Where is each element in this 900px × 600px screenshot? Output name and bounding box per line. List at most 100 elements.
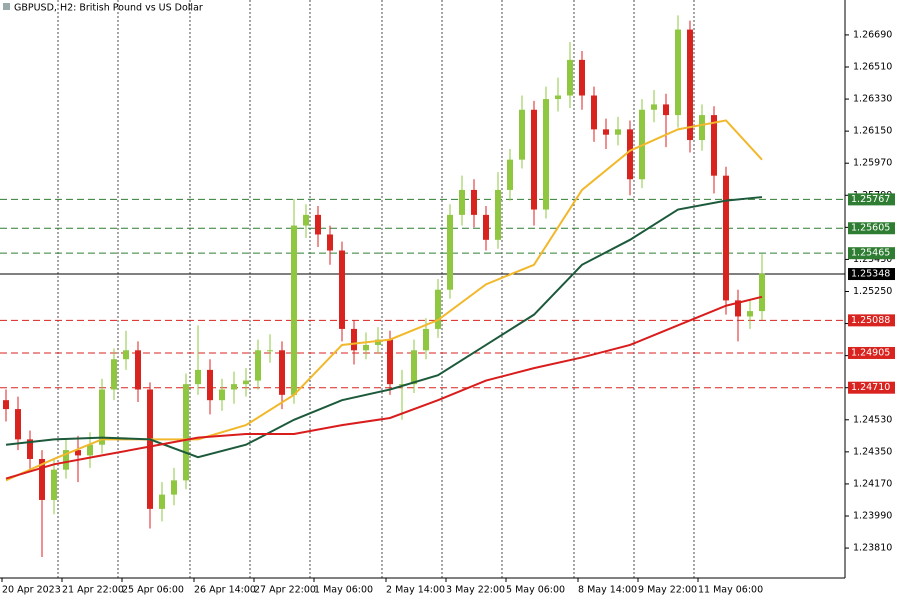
candle-body <box>339 250 345 329</box>
candle-body <box>675 29 681 116</box>
candle-body <box>363 344 369 351</box>
moving-average <box>5 196 763 459</box>
y-tick-label: 1.25430 <box>853 254 892 265</box>
candle-body <box>63 450 69 470</box>
level-box <box>848 381 895 394</box>
candle-body <box>507 159 513 190</box>
x-tick-label: 1 May 06:00 <box>314 585 373 596</box>
candle-body <box>87 444 93 456</box>
candle-body <box>219 389 225 401</box>
level-label: 1.25605 <box>851 223 890 234</box>
candle-body <box>279 350 285 395</box>
candle-body <box>375 339 381 345</box>
candle-body <box>195 369 201 385</box>
candle-body <box>267 350 273 352</box>
level-layer <box>0 198 845 389</box>
axis-layer: 1.23810 1.23990 1.24170 1.24350 1.24530 1.247… <box>1 29 895 596</box>
y-tick-label: 1.23990 <box>853 510 892 521</box>
candle-body <box>603 129 609 135</box>
candle-body <box>579 59 585 96</box>
candle-body <box>207 369 213 401</box>
x-tick-label: 2 May 14:00 <box>386 585 445 596</box>
candle-body <box>351 328 357 351</box>
candle-body <box>459 189 465 215</box>
y-tick-label: 1.24530 <box>853 414 892 425</box>
y-tick-label: 1.24170 <box>853 478 892 489</box>
level-box <box>848 222 895 235</box>
x-tick-label: 8 May 14:00 <box>578 585 637 596</box>
candle-body <box>387 339 393 385</box>
candle-body <box>327 234 333 251</box>
level-box <box>848 193 895 206</box>
y-tick-label: 1.26510 <box>853 61 892 72</box>
x-tick-label: 20 Apr 2023 <box>2 585 61 596</box>
x-tick-label: 26 Apr 14:00 <box>194 585 256 596</box>
candle-body <box>735 300 741 317</box>
symbol-icon <box>3 3 10 10</box>
candle-body <box>99 389 105 445</box>
candle-body <box>51 469 57 500</box>
x-tick-label: 9 May 22:00 <box>638 585 697 596</box>
plot-layer <box>3 15 765 557</box>
candle-body <box>663 104 669 116</box>
y-tick-label: 1.26330 <box>853 94 892 105</box>
level-label: 1.25767 <box>851 194 890 205</box>
candle-body <box>651 104 657 110</box>
candle-body <box>759 273 765 312</box>
level-box <box>848 314 895 327</box>
level-box <box>848 346 895 359</box>
level-label: 1.25465 <box>851 248 890 259</box>
candle-body <box>123 350 129 360</box>
candle-body <box>627 129 633 180</box>
candle-body <box>723 175 729 301</box>
candle-body <box>567 59 573 96</box>
candle-body <box>471 189 477 215</box>
moving-average <box>5 295 763 480</box>
x-tick-label: 3 May 22:00 <box>446 585 505 596</box>
candle-body <box>135 350 141 390</box>
candle-body <box>255 350 261 381</box>
candle-body <box>687 29 693 141</box>
candle-body <box>747 311 753 317</box>
candle-body <box>183 384 189 481</box>
y-tick-label: 1.24350 <box>853 446 892 457</box>
candle-body <box>399 384 405 386</box>
candle-body <box>315 214 321 235</box>
candle-body <box>111 359 117 390</box>
candle-body <box>27 439 33 459</box>
level-label: 1.25088 <box>851 315 890 326</box>
y-tick-label: 1.25250 <box>853 286 892 297</box>
level-label: 1.24905 <box>851 347 890 358</box>
chart-title: GBPUSD, H2: British Pound vs US Dollar <box>14 3 203 14</box>
level-label: 1.25348 <box>851 269 890 280</box>
candle-body <box>495 189 501 240</box>
candle-body <box>531 109 537 210</box>
y-tick-label: 1.26690 <box>853 29 892 40</box>
candle-body <box>519 109 525 160</box>
x-tick-label: 11 May 06:00 <box>698 585 763 596</box>
level-box <box>848 247 895 260</box>
y-tick-label: 1.26150 <box>853 126 892 137</box>
candle-body <box>303 214 309 226</box>
candle-body <box>435 289 441 329</box>
candle-body <box>291 225 297 395</box>
candle-body <box>39 458 45 500</box>
candle-body <box>3 400 9 410</box>
level-box <box>848 268 895 281</box>
candle-body <box>699 115 705 141</box>
candle-body <box>147 389 153 509</box>
y-tick-label: 1.23810 <box>853 543 892 554</box>
x-tick-label: 5 May 06:00 <box>506 585 565 596</box>
candle-body <box>423 328 429 351</box>
candle-body <box>555 95 561 100</box>
candle-body <box>159 494 165 509</box>
candle-body <box>411 350 417 385</box>
y-tick-label: 1.25970 <box>853 158 892 169</box>
candle-body <box>483 214 489 240</box>
candle-body <box>711 115 717 176</box>
candle-body <box>171 480 177 495</box>
x-tick-label: 27 Apr 22:00 <box>254 585 316 596</box>
candle-body <box>243 380 249 385</box>
